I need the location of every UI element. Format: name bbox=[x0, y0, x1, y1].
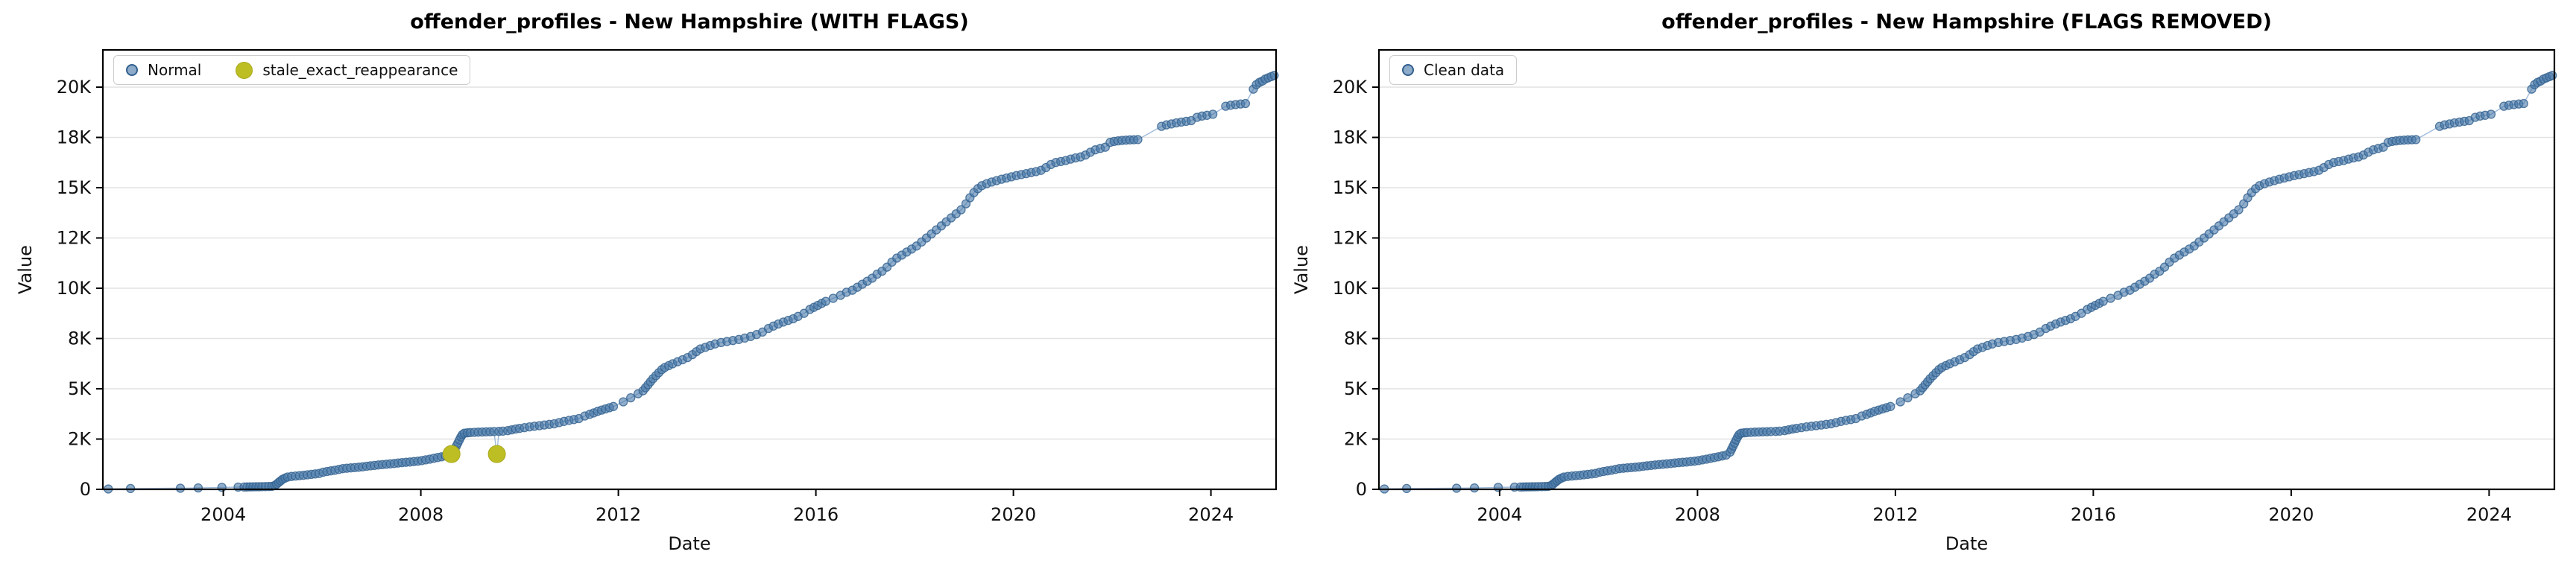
y-axis-label: Value bbox=[1291, 245, 1312, 294]
y-tick-label: 2K bbox=[68, 429, 92, 450]
flagged-point bbox=[487, 445, 506, 463]
x-tick-label: 2016 bbox=[793, 504, 839, 525]
axis-ticks: 2004 2008 2012 2016 2020 2024 0 2K 5K 8K 10K 12K 15K… bbox=[57, 77, 1234, 525]
flagged-points bbox=[442, 445, 506, 463]
data-point bbox=[2106, 293, 2115, 303]
data-point bbox=[2411, 135, 2421, 144]
normal-marker-icon bbox=[126, 64, 138, 76]
flag-marker-icon bbox=[236, 61, 253, 79]
y-tick-label: 2K bbox=[1344, 429, 1368, 450]
axis-ticks: 2004 2008 2012 2016 2020 2024 0 2K 5K 8K 10K 12K 15K… bbox=[1333, 77, 2512, 525]
data-point bbox=[608, 401, 619, 411]
data-point bbox=[217, 483, 227, 492]
y-tick-label: 18K bbox=[1333, 127, 1368, 148]
data-point bbox=[1133, 135, 1143, 144]
y-tick-label: 5K bbox=[68, 378, 92, 399]
legend: Clean data bbox=[1389, 55, 1518, 85]
y-tick-label: 0 bbox=[1356, 479, 1367, 500]
legend-label: Normal bbox=[148, 61, 202, 79]
x-tick-label: 2020 bbox=[2268, 504, 2314, 525]
x-tick-label: 2008 bbox=[398, 504, 443, 525]
data-point bbox=[626, 393, 636, 403]
data-point bbox=[2519, 98, 2528, 109]
y-tick-label: 8K bbox=[1344, 328, 1368, 349]
data-point bbox=[1903, 393, 1913, 403]
y-tick-label: 18K bbox=[57, 127, 92, 148]
y-tick-label: 20K bbox=[1333, 77, 1368, 98]
y-tick-label: 20K bbox=[57, 77, 92, 98]
data-point bbox=[619, 397, 628, 407]
normal-marker-icon bbox=[1402, 64, 1414, 76]
flagged-point bbox=[442, 445, 461, 463]
legend-label: stale_exact_reappearance bbox=[262, 61, 458, 79]
normal-points bbox=[1380, 71, 2557, 494]
gridlines bbox=[1379, 86, 2554, 440]
gridlines bbox=[103, 86, 1276, 440]
x-tick-label: 2004 bbox=[1477, 504, 1522, 525]
x-tick-label: 2008 bbox=[1675, 504, 1720, 525]
chart-title: offender_profiles - New Hampshire (WITH … bbox=[410, 10, 969, 34]
chart-flags-removed: 2004 2008 2012 2016 2020 2024 0 2K 5K 8K 10K 12K 15K… bbox=[1288, 0, 2576, 572]
data-point bbox=[175, 483, 186, 493]
y-tick-label: 10K bbox=[1333, 278, 1368, 299]
x-tick-label: 2024 bbox=[2466, 504, 2512, 525]
y-tick-label: 10K bbox=[57, 278, 92, 299]
chart-flags-removed-canvas: 2004 2008 2012 2016 2020 2024 0 2K 5K 8K 10K 12K 15K… bbox=[1333, 48, 2557, 525]
plot-border bbox=[101, 48, 1278, 491]
plot-border bbox=[1377, 48, 2556, 491]
legend-item-flagged: stale_exact_reappearance bbox=[236, 61, 458, 79]
chart-title: offender_profiles - New Hampshire (FLAGS… bbox=[1661, 10, 2272, 34]
legend-item-normal: Normal bbox=[126, 61, 201, 79]
x-axis-label: Date bbox=[1945, 533, 1989, 554]
data-point bbox=[2548, 71, 2557, 80]
y-tick-label: 15K bbox=[57, 177, 92, 198]
x-tick-label: 2004 bbox=[201, 504, 246, 525]
chart-with-flags: 2004 2008 2012 2016 2020 2024 0 2K 5K 8K 10K 12K 15K… bbox=[15, 10, 1279, 554]
x-tick-label: 2020 bbox=[991, 504, 1036, 525]
y-tick-label: 8K bbox=[68, 328, 92, 349]
data-point bbox=[1240, 98, 1251, 109]
x-tick-label: 2024 bbox=[1188, 504, 1234, 525]
data-point bbox=[1269, 71, 1279, 80]
data-point bbox=[1895, 397, 1905, 407]
y-tick-label: 15K bbox=[1333, 177, 1368, 198]
data-point bbox=[1208, 109, 1218, 119]
y-tick-label: 12K bbox=[1333, 228, 1368, 249]
y-tick-label: 0 bbox=[80, 479, 91, 500]
data-point bbox=[1469, 483, 1480, 493]
data-point bbox=[2486, 109, 2496, 119]
data-point bbox=[821, 296, 830, 306]
x-tick-label: 2012 bbox=[596, 504, 641, 525]
normal-points bbox=[104, 71, 1279, 494]
data-point bbox=[1452, 483, 1462, 493]
x-tick-label: 2016 bbox=[2071, 504, 2116, 525]
y-tick-label: 5K bbox=[1344, 378, 1368, 399]
chart-with-flags-canvas: 2004 2008 2012 2016 2020 2024 0 2K 5K 8K 10K 12K 15K… bbox=[57, 48, 1279, 525]
x-axis-label: Date bbox=[668, 533, 711, 554]
data-point bbox=[1886, 401, 1895, 411]
data-point bbox=[1493, 483, 1503, 492]
x-tick-label: 2012 bbox=[1872, 504, 1918, 525]
y-axis-label: Value bbox=[15, 245, 36, 294]
data-point bbox=[193, 483, 203, 493]
data-point bbox=[956, 205, 966, 214]
legend-item-clean: Clean data bbox=[1402, 61, 1504, 79]
legend-label: Clean data bbox=[1424, 61, 1505, 79]
legend: Normal stale_exact_reappearance bbox=[113, 55, 471, 85]
y-tick-label: 12K bbox=[57, 228, 92, 249]
data-point bbox=[2234, 205, 2244, 214]
